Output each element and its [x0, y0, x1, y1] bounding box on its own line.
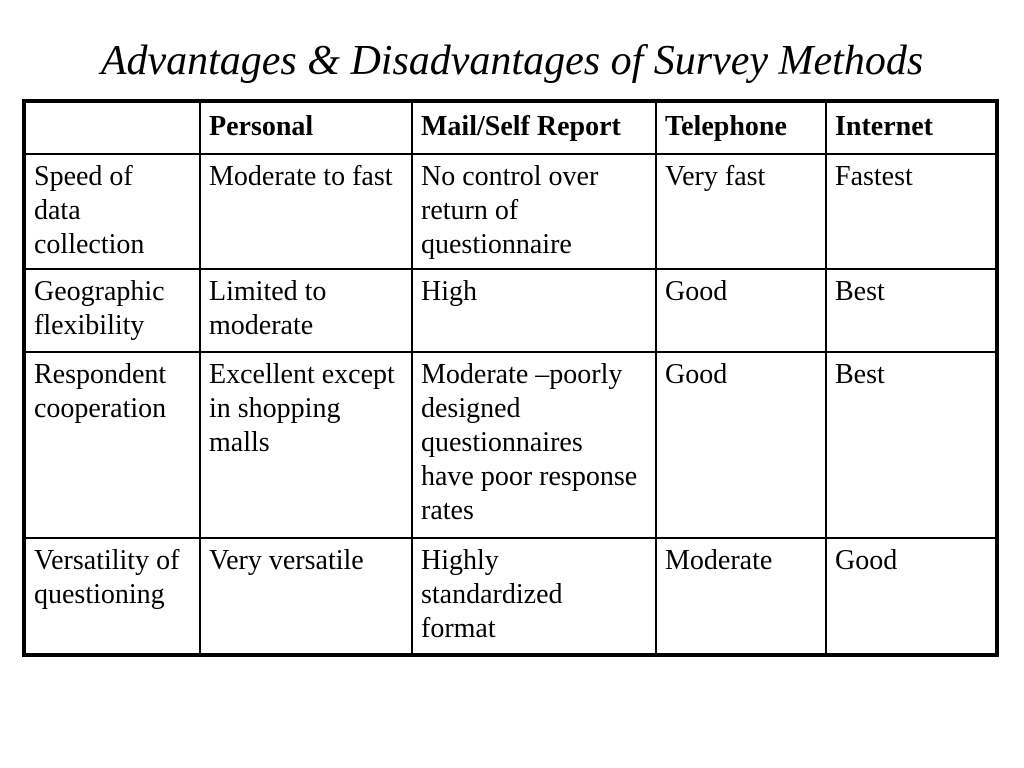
row-header-label: Respondent cooperation [34, 359, 167, 424]
cell-text: Good [665, 359, 728, 390]
row-header-geographic-flexibility: Geographic flexibility [23, 268, 201, 353]
row-header-label: Speed of data collection [34, 161, 145, 260]
cell-text: Very versatile [209, 545, 364, 576]
survey-methods-table: Personal Mail/Self Report Telephone Inte… [22, 99, 999, 657]
column-header-telephone-label: Telephone [665, 111, 787, 142]
row-header-label: Geographic flexibility [34, 276, 165, 341]
row-header-label: Versatility of questioning [34, 545, 180, 610]
cell-geo-telephone: Good [655, 268, 827, 353]
row-header-versatility-of-questioning: Versatility of questioning [23, 537, 201, 656]
row-header-speed-of-data-collection: Speed of data collection [23, 153, 201, 270]
column-header-personal-label: Personal [209, 111, 314, 142]
cell-vers-personal: Very versatile [199, 537, 413, 656]
cell-text: High [421, 276, 477, 307]
cell-text: Good [835, 545, 898, 576]
column-header-internet-label: Internet [835, 111, 933, 142]
cell-text: Moderate –poorly designed questionnaires… [421, 359, 638, 526]
cell-speed-internet: Fastest [825, 153, 998, 270]
cell-vers-internet: Good [825, 537, 998, 656]
cell-geo-internet: Best [825, 268, 998, 353]
column-header-telephone: Telephone [655, 100, 827, 155]
column-header-mail-self-report-label: Mail/Self Report [421, 111, 621, 142]
cell-text: Good [665, 276, 728, 307]
cell-text: Very fast [665, 161, 766, 192]
cell-coop-personal: Excellent except in shopping malls [199, 351, 413, 539]
column-header-mail-self-report: Mail/Self Report [411, 100, 657, 155]
cell-speed-telephone: Very fast [655, 153, 827, 270]
cell-coop-telephone: Good [655, 351, 827, 539]
table-row-respondent-cooperation: Respondent cooperation Excellent except … [23, 351, 998, 539]
cell-text: No control over return of questionnaire [421, 161, 599, 260]
cell-text: Best [835, 359, 885, 390]
cell-text: Moderate [665, 545, 773, 576]
cell-geo-mail: High [411, 268, 657, 353]
column-header-personal: Personal [199, 100, 413, 155]
cell-geo-personal: Limited to moderate [199, 268, 413, 353]
table-row-speed-of-data-collection: Speed of data collection Moderate to fas… [23, 153, 998, 270]
cell-text: Limited to moderate [209, 276, 327, 341]
cell-text: Excellent except in shopping malls [209, 359, 395, 458]
corner-cell [23, 100, 201, 155]
header-row: Personal Mail/Self Report Telephone Inte… [23, 100, 998, 155]
table-row-geographic-flexibility: Geographic flexibility Limited to modera… [23, 268, 998, 353]
column-header-internet: Internet [825, 100, 998, 155]
cell-text: Moderate to fast [209, 161, 393, 192]
cell-text: Fastest [835, 161, 913, 192]
cell-vers-mail: Highly standardized format [411, 537, 657, 656]
cell-text: Highly standardized format [421, 545, 563, 644]
cell-speed-mail: No control over return of questionnaire [411, 153, 657, 270]
cell-vers-telephone: Moderate [655, 537, 827, 656]
cell-coop-internet: Best [825, 351, 998, 539]
cell-text: Best [835, 276, 885, 307]
cell-speed-personal: Moderate to fast [199, 153, 413, 270]
slide-title: Advantages & Disadvantages of Survey Met… [100, 38, 924, 84]
row-header-respondent-cooperation: Respondent cooperation [23, 351, 201, 539]
cell-coop-mail: Moderate –poorly designed questionnaires… [411, 351, 657, 539]
table-row-versatility-of-questioning: Versatility of questioning Very versatil… [23, 537, 998, 656]
